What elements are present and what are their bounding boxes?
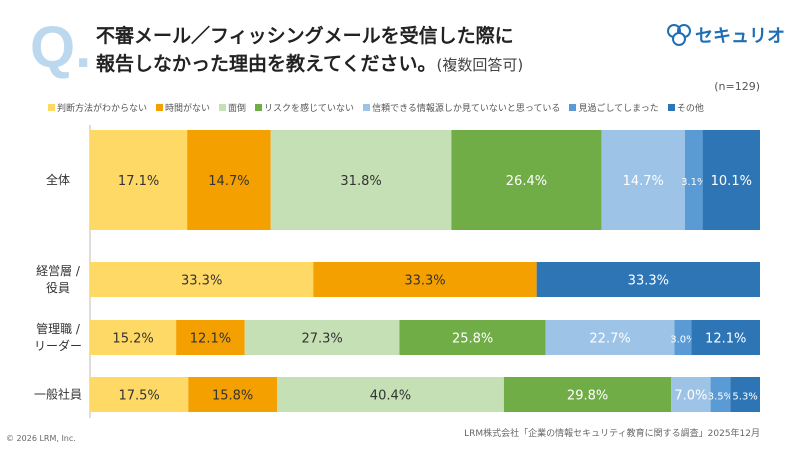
legend-label: 判断方法がわからない [57, 104, 148, 114]
legend-swatch [219, 104, 227, 111]
category-label: 一般社員 [34, 387, 82, 402]
data-label: 25.8% [452, 332, 493, 347]
legend-item: 見過ごしてしまった [569, 101, 659, 114]
bar-segment [674, 320, 692, 355]
data-label: 12.1% [705, 332, 746, 347]
data-label: 14.7% [623, 174, 664, 189]
bar-segment [730, 377, 760, 412]
legend-label: リスクを感じていない [264, 104, 355, 114]
bar-segment [90, 320, 177, 355]
title-line-2: 報告しなかった理由を教えてください。 [96, 53, 437, 75]
category-label: 役員 [46, 280, 70, 295]
category-label: 全体 [46, 172, 70, 187]
bar-segment [270, 130, 452, 230]
legend-item: 時間がない [156, 101, 210, 114]
source-note: LRM株式会社「企業の情報セキュリティ教育に関する調査」2025年12月 [464, 429, 760, 439]
data-label: 12.1% [190, 332, 231, 347]
category-label: 経営層 / [36, 264, 81, 278]
sample-size: (n=129) [714, 80, 760, 93]
data-label: 15.8% [212, 389, 253, 404]
category-label: リーダー [34, 338, 82, 353]
data-label: 17.5% [118, 389, 159, 404]
data-label: 33.3% [404, 274, 445, 289]
legend-item: リスクを感じていない [255, 101, 354, 114]
bar-segment [691, 320, 760, 355]
bar-segment [671, 377, 711, 412]
bar-segment [684, 130, 703, 230]
data-label: 14.7% [208, 174, 249, 189]
data-label: 31.8% [340, 174, 381, 189]
legend-swatch [363, 104, 371, 111]
copyright: © 2026 LRM, Inc. [6, 434, 76, 443]
data-label: 15.2% [112, 332, 153, 347]
bar-segment [313, 262, 537, 297]
bar-segment [90, 262, 314, 297]
data-label: 33.3% [628, 274, 669, 289]
data-label: 7.0% [674, 389, 707, 404]
legend-swatch [667, 104, 675, 111]
legend-label: 信頼できる情報源しか見ていないと思っている [372, 104, 561, 114]
legend-item: その他 [667, 101, 704, 114]
legend-swatch [569, 104, 577, 111]
bar-segment [451, 130, 602, 230]
data-label: 27.3% [301, 332, 342, 347]
data-label: 40.4% [370, 389, 411, 404]
legend-item: 信頼できる情報源しか見ていないと思っている [363, 101, 560, 114]
legend-swatch [255, 104, 263, 111]
legend-item: 判断方法がわからない [48, 101, 147, 114]
bar-segment [601, 130, 685, 230]
data-label: 26.4% [506, 174, 547, 189]
logo: セキュリオ [666, 22, 785, 48]
bar-segment [188, 377, 278, 412]
bar-segment [536, 262, 760, 297]
logo-text: セキュリオ [695, 26, 785, 47]
legend-item: 面倒 [219, 101, 246, 114]
bar-segment [90, 377, 189, 412]
bar-segment [187, 130, 271, 230]
q-mark: Q. [30, 15, 92, 80]
data-label: 22.7% [589, 332, 630, 347]
data-label: 3.1% [681, 177, 706, 188]
legend-label: 時間がない [165, 104, 211, 114]
data-label: 5.3% [732, 392, 757, 403]
data-label: 33.3% [181, 274, 222, 289]
data-label: 3.5% [708, 392, 733, 403]
data-label: 29.8% [567, 389, 608, 404]
legend-label: 面倒 [228, 104, 247, 114]
data-label: 17.1% [118, 174, 159, 189]
bar-segment [710, 377, 731, 412]
legend-swatch [48, 104, 55, 111]
data-label: 10.1% [711, 174, 752, 189]
bar-segment [702, 130, 760, 230]
bar-segment [90, 130, 188, 230]
mascot-icon [667, 24, 691, 46]
bar-segment [545, 320, 675, 355]
title-note: (複数回答可) [436, 56, 524, 74]
bar-segment [399, 320, 546, 355]
page-title: 不審メール／フィッシングメールを受信した際に 報告しなかった理由を教えてください… [96, 22, 523, 79]
legend-swatch [156, 104, 164, 111]
legend-label: その他 [676, 104, 704, 114]
legend: 判断方法がわからない 時間がない 面倒 リスクを感じていない 信頼できる情報源しか見てい… [48, 101, 704, 114]
title-line-1: 不審メール／フィッシングメールを受信した際に [96, 25, 514, 47]
bar-segment [277, 377, 504, 412]
data-label: 3.0% [670, 335, 695, 346]
legend-label: 見過ごしてしまった [578, 104, 659, 114]
category-label: 管理職 / [36, 321, 81, 336]
bar-segment [176, 320, 245, 355]
bar-segment [244, 320, 400, 355]
bar-segment [503, 377, 672, 412]
